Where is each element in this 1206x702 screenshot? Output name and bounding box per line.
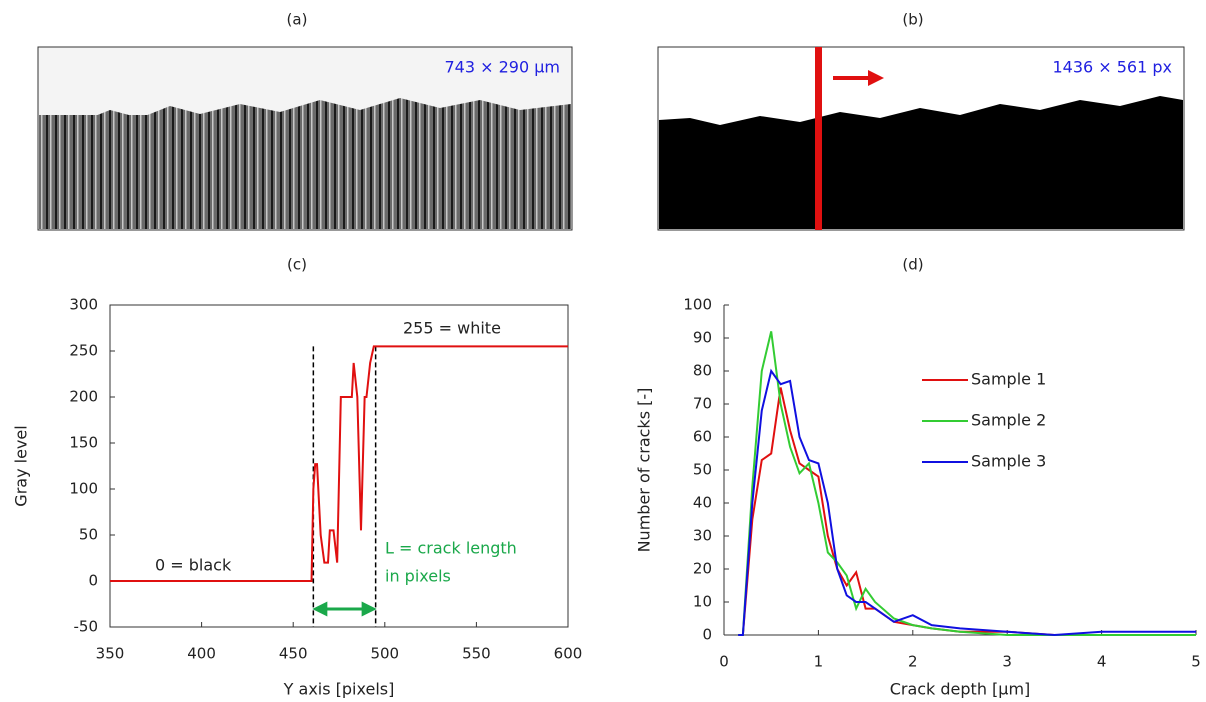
legend-label: Sample 3 [971,452,1046,471]
y-tick-label: 80 [693,362,712,380]
y-tick-label: 100 [683,296,712,314]
y-tick-label: 10 [693,593,712,611]
x-tick-label: 4 [1097,653,1107,671]
data-line [110,345,568,582]
plot-frame [109,304,569,628]
panel-label: (b) [902,11,923,29]
image-annotation: 1436 × 561 px [1052,58,1172,77]
data-line [738,368,1196,637]
data-line [738,387,1196,636]
x-tick-label: 5 [1191,653,1201,671]
x-tick-label: 1 [814,653,824,671]
data-line [738,331,1196,636]
x-tick-label: 0 [719,653,729,671]
panel-label: (a) [287,11,308,29]
y-tick-label: 0 [702,626,712,644]
panel-label: (d) [902,256,923,274]
legend-label: Sample 2 [971,411,1046,430]
annotation: 0 = black [155,556,232,575]
y-tick-label: 250 [69,342,98,360]
micrograph [37,46,573,231]
x-tick-label: 450 [279,645,308,663]
y-tick-label: 20 [693,560,712,578]
annotation: 255 = white [403,319,501,338]
annotation: L = crack length [385,539,517,558]
binary-image [657,46,1185,231]
panel-label: (c) [287,256,307,274]
x-tick-label: 3 [1002,653,1012,671]
y-tick-label: 100 [69,480,98,498]
image-annotation: 743 × 290 µm [444,58,560,77]
y-tick-label: 90 [693,329,712,347]
y-tick-label: 50 [79,526,98,544]
y-tick-label: 40 [693,494,712,512]
x-tick-label: 500 [370,645,399,663]
x-axis-label: Crack depth [µm] [890,680,1031,699]
y-tick-label: 0 [88,572,98,590]
y-tick-label: 300 [69,296,98,314]
y-tick-label: 70 [693,395,712,413]
x-tick-label: 350 [96,645,125,663]
x-tick-label: 400 [187,645,216,663]
annotation: in pixels [385,567,451,586]
x-tick-label: 600 [554,645,583,663]
x-tick-label: 2 [908,653,918,671]
x-tick-label: 550 [462,645,491,663]
y-tick-label: -50 [74,618,99,636]
y-axis-label: Gray level [12,425,31,506]
y-tick-label: 30 [693,527,712,545]
legend-label: Sample 1 [971,370,1046,389]
y-axis-label: Number of cracks [-] [635,388,654,553]
y-tick-label: 60 [693,428,712,446]
x-axis-label: Y axis [pixels] [283,680,395,699]
y-tick-label: 50 [693,461,712,479]
y-tick-label: 200 [69,388,98,406]
y-tick-label: 150 [69,434,98,452]
